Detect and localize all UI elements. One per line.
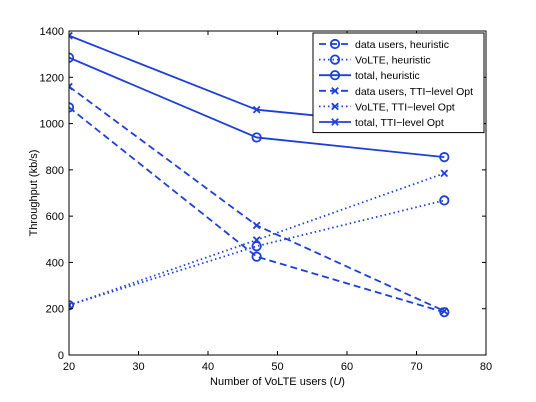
legend-marker bbox=[331, 118, 339, 126]
data-point bbox=[69, 31, 73, 40]
data-point bbox=[439, 152, 450, 163]
x-tick-label: 80 bbox=[480, 361, 492, 373]
legend-entry: data users, TTI−level Opt bbox=[319, 86, 473, 98]
legend-marker bbox=[329, 54, 341, 65]
x-tick-label: 50 bbox=[271, 361, 283, 373]
series-layer bbox=[69, 31, 450, 318]
data-point bbox=[69, 82, 73, 91]
legend-entry: VoLTE, heuristic bbox=[319, 54, 431, 67]
x-tick-label: 20 bbox=[63, 361, 75, 373]
legend-label: data users, TTI−level Opt bbox=[355, 86, 473, 98]
series-line bbox=[69, 106, 445, 314]
legend-label: data users, heuristic bbox=[355, 39, 449, 51]
data-point bbox=[251, 241, 262, 252]
y-tick-label: 200 bbox=[46, 304, 64, 316]
data-point bbox=[440, 307, 449, 315]
data-point bbox=[439, 195, 450, 206]
y-tick-label: 1400 bbox=[40, 26, 64, 38]
y-tick-label: 600 bbox=[46, 211, 64, 223]
y-tick-label: 1000 bbox=[40, 119, 64, 131]
x-tick-label: 60 bbox=[341, 361, 353, 373]
series-line bbox=[69, 56, 445, 159]
x-tick-label: 40 bbox=[202, 361, 214, 373]
legend-label: VoLTE, TTI−level Opt bbox=[355, 101, 455, 113]
y-tick-label: 1200 bbox=[40, 72, 64, 84]
data-point bbox=[69, 301, 73, 310]
series-5 bbox=[69, 169, 449, 310]
legend-label: total, heuristic bbox=[355, 70, 420, 82]
legend-marker bbox=[331, 86, 339, 95]
data-point bbox=[439, 307, 450, 318]
y-axis-label: Throughput (kb/s) bbox=[28, 150, 40, 237]
x-axis-label-variable: U bbox=[333, 376, 341, 388]
series-4 bbox=[69, 82, 449, 315]
data-point bbox=[440, 169, 449, 178]
legend-box bbox=[312, 32, 485, 134]
legend-label: VoLTE, heuristic bbox=[355, 55, 431, 67]
legend-entry: VoLTE, TTI−level Opt bbox=[319, 101, 455, 113]
y-tick-label: 400 bbox=[46, 257, 64, 269]
legend-marker bbox=[329, 70, 341, 81]
legend-label: total, TTI−level Opt bbox=[355, 117, 444, 129]
data-point bbox=[252, 221, 261, 230]
legend-entry: total, heuristic bbox=[319, 70, 420, 82]
y-tick-label: 800 bbox=[46, 165, 64, 177]
legend-marker bbox=[329, 38, 341, 50]
data-point bbox=[251, 132, 262, 143]
legend-entry: data users, heuristic bbox=[319, 38, 449, 51]
x-axis-label-text: Number of VoLTE users ( bbox=[210, 376, 334, 388]
x-tick-label: 70 bbox=[410, 361, 422, 373]
data-point bbox=[252, 105, 261, 114]
legend-entry: total, TTI−level Opt bbox=[319, 117, 444, 129]
x-tick-label: 30 bbox=[132, 361, 144, 373]
data-point bbox=[251, 251, 262, 262]
data-point bbox=[252, 236, 261, 244]
series-line bbox=[69, 199, 445, 307]
y-tick-label: 0 bbox=[58, 350, 64, 362]
series-1 bbox=[69, 102, 450, 318]
legend: data users, heuristic VoLTE, heuristic tot… bbox=[312, 32, 485, 134]
legend-marker bbox=[331, 102, 339, 111]
x-axis-label-end: ) bbox=[341, 376, 345, 388]
x-axis-label: Number of VoLTE users (U) bbox=[210, 376, 345, 388]
